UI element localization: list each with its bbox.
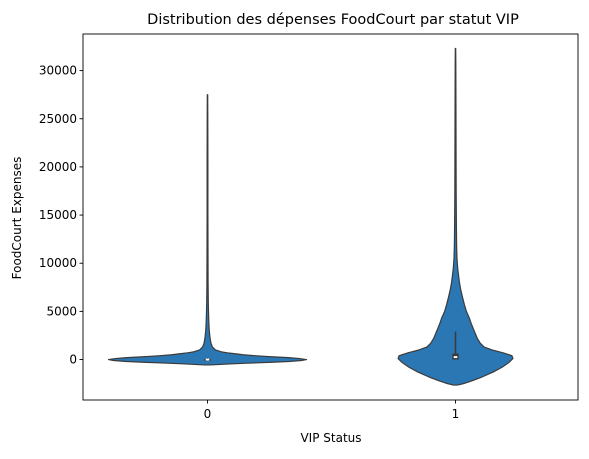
x-tick-label: 1 bbox=[452, 407, 460, 421]
violin-body-vip-1 bbox=[397, 47, 514, 386]
y-tick-label: 5000 bbox=[46, 304, 77, 318]
x-tick-label: 0 bbox=[204, 407, 212, 421]
y-tick-label: 15000 bbox=[39, 208, 77, 222]
y-tick-label: 30000 bbox=[39, 64, 77, 78]
violins-layer bbox=[107, 47, 514, 386]
y-tick-label: 25000 bbox=[39, 112, 77, 126]
y-tick-label: 20000 bbox=[39, 160, 77, 174]
y-tick-label: 10000 bbox=[39, 256, 77, 270]
violin-body-vip-0 bbox=[107, 94, 308, 366]
y-axis-label: FoodCourt Expenses bbox=[10, 157, 24, 280]
chart-title: Distribution des dépenses FoodCourt par … bbox=[147, 12, 519, 28]
y-tick-label: 0 bbox=[69, 353, 77, 367]
x-axis-label: VIP Status bbox=[300, 431, 361, 445]
plot-area-frame bbox=[82, 33, 579, 401]
y-axis: 0 5000 10000 15000 20000 25000 30000 bbox=[39, 64, 83, 367]
